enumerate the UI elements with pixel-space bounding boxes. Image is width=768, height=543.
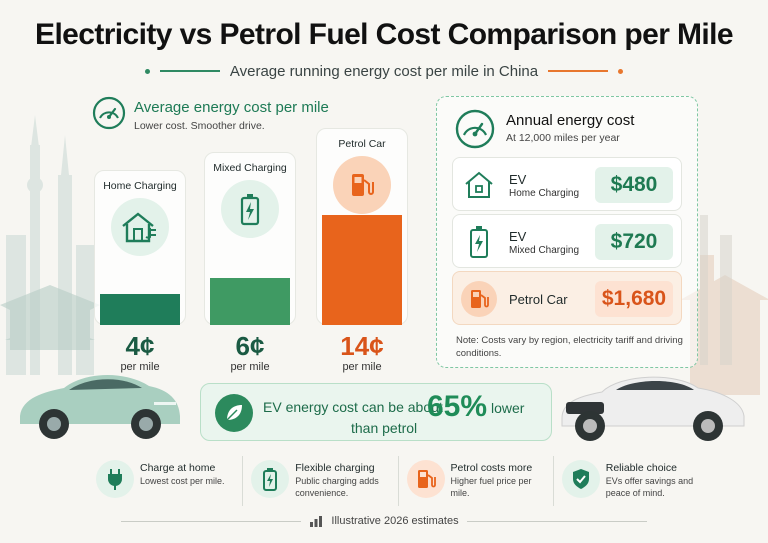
plug-icon xyxy=(96,460,134,498)
feature-desc: Public charging adds convenience. xyxy=(295,476,379,498)
banner-text-line2: than petrol xyxy=(351,420,418,436)
subtitle-line-right xyxy=(548,70,609,72)
annual-row-ev-home: EV Home Charging $480 xyxy=(452,157,682,211)
page-title: Electricity vs Petrol Fuel Cost Comparis… xyxy=(35,18,734,51)
feature-flexible-charging: Flexible charging Public charging adds c… xyxy=(242,456,397,506)
annual-row-name: Petrol Car xyxy=(509,292,568,307)
speedometer-icon xyxy=(455,109,495,149)
annual-row-value: $720 xyxy=(595,224,673,260)
background-skyline xyxy=(0,115,768,395)
leaf-icon xyxy=(215,394,253,432)
ev-car-illustration xyxy=(20,374,180,439)
feature-strip: Charge at home Lowest cost per mile. Fle… xyxy=(88,456,708,506)
feature-desc: Lowest cost per mile. xyxy=(140,476,225,486)
feature-petrol-costs: Petrol costs more Higher fuel price per … xyxy=(397,456,553,506)
feature-title: Reliable choice xyxy=(605,462,677,474)
annual-row-ev-mixed: EV Mixed Charging $720 xyxy=(452,214,682,268)
annual-subtitle: At 12,000 miles per year xyxy=(506,132,620,144)
feature-title: Petrol costs more xyxy=(450,462,533,474)
feature-title: Flexible charging xyxy=(295,462,375,474)
page-subtitle: Average running energy cost per mile in … xyxy=(229,62,539,80)
subtitle-dot-right xyxy=(618,68,624,74)
left-section-title: Average energy cost per mile xyxy=(134,99,329,116)
feature-desc: Higher fuel price per mile. xyxy=(450,476,532,498)
subtitle-line-left xyxy=(159,70,220,72)
banner-percent: 65% xyxy=(427,390,488,423)
annual-row-petrol: Petrol Car $1,680 xyxy=(452,271,682,325)
footer: Illustrative 2026 estimates xyxy=(0,515,768,527)
banner-text-before: EV energy cost can be about xyxy=(263,399,443,415)
annual-row-value: $1,680 xyxy=(595,281,673,317)
feature-charge-home: Charge at home Lowest cost per mile. xyxy=(88,456,242,506)
feature-reliable-choice: Reliable choice EVs offer savings and pe… xyxy=(552,456,708,506)
speedometer-icon xyxy=(92,96,126,130)
footer-text: Illustrative 2026 estimates xyxy=(331,515,459,527)
subtitle-row: Average running energy cost per mile in … xyxy=(0,62,768,80)
banner-text-after: lower xyxy=(491,400,525,416)
battery-icon xyxy=(470,226,488,258)
annual-title: Annual energy cost xyxy=(506,112,635,129)
savings-banner: EV energy cost can be about 65% lower th… xyxy=(200,383,552,441)
feature-desc: EVs offer savings and peace of mind. xyxy=(605,476,694,498)
shield-check-icon xyxy=(561,460,600,498)
bar-chart-icon xyxy=(310,516,323,527)
annual-row-sub: Home Charging xyxy=(509,188,580,199)
annual-row-name: EV xyxy=(509,229,527,244)
annual-note: Note: Costs vary by region, electricity … xyxy=(456,335,683,359)
house-plug-icon xyxy=(465,171,493,198)
annual-row-sub: Mixed Charging xyxy=(509,245,580,256)
annual-row-value: $480 xyxy=(595,167,673,203)
footer-line-right xyxy=(466,520,647,522)
petrol-car-illustration xyxy=(561,376,745,441)
fuel-pump-icon xyxy=(461,281,497,317)
footer-line-left xyxy=(121,520,302,522)
subtitle-dot-left xyxy=(144,68,150,74)
fuel-pump-icon xyxy=(406,460,445,498)
left-section-subtitle: Lower cost. Smoother drive. xyxy=(134,120,265,132)
feature-title: Charge at home xyxy=(140,462,216,474)
battery-icon xyxy=(251,460,290,498)
annual-row-name: EV xyxy=(509,172,527,187)
